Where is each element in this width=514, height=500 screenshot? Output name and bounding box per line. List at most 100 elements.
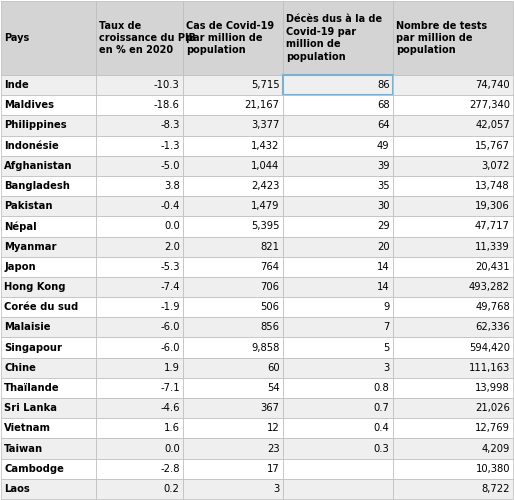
Bar (96, 418, 183, 438)
Text: Corée du sud: Corée du sud (4, 302, 78, 312)
Bar (283, 358, 393, 378)
Text: 20: 20 (377, 242, 390, 252)
Bar (283, 256, 393, 277)
Bar (283, 156, 393, 176)
Text: Nombre de tests
par million de
population: Nombre de tests par million de populatio… (396, 20, 487, 56)
Bar (96, 95, 183, 116)
Text: 594,420: 594,420 (469, 342, 510, 352)
Bar (283, 378, 393, 398)
Text: 0.7: 0.7 (374, 403, 390, 413)
Text: 706: 706 (261, 282, 280, 292)
Text: -18.6: -18.6 (154, 100, 180, 110)
Bar (183, 358, 283, 378)
Bar (393, 418, 513, 438)
Text: 0.8: 0.8 (374, 383, 390, 393)
Bar (393, 479, 513, 499)
Bar (1, 176, 96, 196)
Text: 1,044: 1,044 (251, 161, 280, 171)
Bar (183, 136, 283, 156)
Text: 0.2: 0.2 (164, 484, 180, 494)
Bar (1, 378, 96, 398)
Bar (393, 338, 513, 357)
Bar (393, 277, 513, 297)
Text: Afghanistan: Afghanistan (4, 161, 72, 171)
Bar (96, 116, 183, 136)
Bar (1, 458, 96, 479)
Bar (393, 256, 513, 277)
Text: Inde: Inde (4, 80, 29, 90)
Text: Maldives: Maldives (4, 100, 54, 110)
Text: -1.9: -1.9 (160, 302, 180, 312)
Bar (1, 418, 96, 438)
Bar (393, 156, 513, 176)
Bar (1, 338, 96, 357)
Bar (393, 196, 513, 216)
Text: 39: 39 (377, 161, 390, 171)
Bar (96, 458, 183, 479)
Bar (393, 116, 513, 136)
Bar (183, 95, 283, 116)
Bar (1, 318, 96, 338)
Text: Pakistan: Pakistan (4, 201, 52, 211)
Bar (183, 438, 283, 458)
Text: 30: 30 (377, 201, 390, 211)
Text: Cambodge: Cambodge (4, 464, 64, 473)
Bar (393, 95, 513, 116)
Text: Thaïlande: Thaïlande (4, 383, 60, 393)
Text: 29: 29 (377, 222, 390, 232)
Text: 3: 3 (383, 363, 390, 373)
Text: 2,423: 2,423 (251, 181, 280, 191)
Text: 86: 86 (377, 80, 390, 90)
Text: 2.0: 2.0 (164, 242, 180, 252)
Bar (1, 95, 96, 116)
Bar (283, 116, 393, 136)
Bar (1, 156, 96, 176)
Text: 13,748: 13,748 (475, 181, 510, 191)
Text: 12,769: 12,769 (475, 424, 510, 434)
Text: 11,339: 11,339 (475, 242, 510, 252)
Text: -1.3: -1.3 (160, 140, 180, 150)
Bar (283, 277, 393, 297)
Bar (1, 256, 96, 277)
Bar (96, 438, 183, 458)
Text: Hong Kong: Hong Kong (4, 282, 66, 292)
Text: 821: 821 (261, 242, 280, 252)
Bar (1, 297, 96, 318)
Text: 42,057: 42,057 (475, 120, 510, 130)
Text: 23: 23 (267, 444, 280, 454)
Text: 9,858: 9,858 (251, 342, 280, 352)
Bar (1, 398, 96, 418)
Bar (96, 176, 183, 196)
Bar (1, 438, 96, 458)
Bar (283, 176, 393, 196)
Text: 13,998: 13,998 (475, 383, 510, 393)
Text: -5.0: -5.0 (160, 161, 180, 171)
Bar (283, 95, 393, 116)
Text: 0.4: 0.4 (374, 424, 390, 434)
Bar (96, 236, 183, 256)
Bar (1, 116, 96, 136)
Bar (393, 398, 513, 418)
Bar (283, 418, 393, 438)
Bar (183, 418, 283, 438)
Bar (96, 1, 183, 75)
Bar (393, 458, 513, 479)
Bar (96, 398, 183, 418)
Text: 506: 506 (261, 302, 280, 312)
Bar (283, 75, 393, 95)
Bar (393, 176, 513, 196)
Bar (393, 378, 513, 398)
Bar (183, 1, 283, 75)
Text: Pays: Pays (4, 33, 29, 43)
Text: 10,380: 10,380 (475, 464, 510, 473)
Bar (393, 297, 513, 318)
Bar (283, 458, 393, 479)
Bar (183, 156, 283, 176)
Text: 19,306: 19,306 (475, 201, 510, 211)
Text: 49,768: 49,768 (475, 302, 510, 312)
Bar (183, 338, 283, 357)
Bar (183, 458, 283, 479)
Bar (1, 136, 96, 156)
Text: 64: 64 (377, 120, 390, 130)
Bar (96, 196, 183, 216)
